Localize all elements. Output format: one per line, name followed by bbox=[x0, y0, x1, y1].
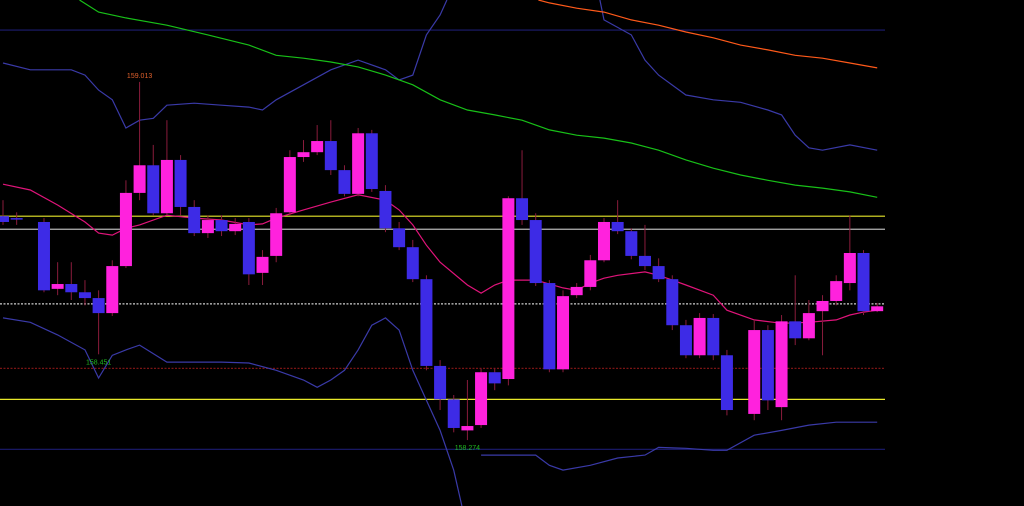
candle-body bbox=[352, 133, 365, 194]
candle-body bbox=[447, 399, 460, 428]
candle-body bbox=[393, 228, 406, 248]
candle-body bbox=[666, 279, 679, 326]
candle-body bbox=[830, 281, 843, 301]
candle-body bbox=[229, 223, 242, 232]
candle-body bbox=[379, 190, 392, 229]
candle-body bbox=[843, 253, 856, 284]
indicator-line bbox=[2, 317, 878, 506]
candle-body bbox=[502, 198, 515, 380]
candle-body bbox=[65, 284, 78, 293]
candle-body bbox=[707, 317, 720, 356]
candle-body bbox=[871, 306, 884, 312]
candle-body bbox=[338, 170, 351, 194]
candle-body bbox=[420, 279, 433, 366]
candle-body bbox=[215, 220, 228, 232]
candle-body bbox=[625, 231, 638, 256]
indicator-line bbox=[2, 0, 878, 151]
candle-body bbox=[242, 221, 255, 275]
candle-body bbox=[584, 260, 597, 287]
candle-body bbox=[10, 218, 23, 220]
candle-body bbox=[283, 157, 296, 213]
candle-body bbox=[789, 321, 802, 339]
price-annotation: 158.274 bbox=[455, 445, 480, 452]
candle-body bbox=[78, 292, 91, 299]
candle-body bbox=[434, 365, 447, 400]
price-annotation: 158.451 bbox=[86, 359, 111, 366]
candle-body bbox=[597, 221, 610, 261]
candle-body bbox=[0, 216, 10, 222]
candle-body bbox=[816, 300, 829, 312]
indicator-line bbox=[2, 183, 878, 324]
candle-body bbox=[611, 221, 624, 232]
candle-body bbox=[51, 284, 64, 289]
candle-body bbox=[638, 255, 651, 267]
candle-body bbox=[802, 313, 815, 339]
candle-body bbox=[106, 266, 119, 314]
candle-body bbox=[311, 141, 324, 153]
indicator-line bbox=[538, 0, 878, 69]
candle-body bbox=[488, 372, 501, 384]
candle-body bbox=[174, 159, 187, 207]
candle-body bbox=[297, 152, 310, 158]
candle-body bbox=[679, 325, 692, 356]
candle-body bbox=[529, 220, 542, 284]
candle-body bbox=[557, 296, 570, 370]
price-annotation: 159.013 bbox=[127, 73, 152, 80]
candle-body bbox=[188, 206, 201, 234]
candle-body bbox=[857, 253, 870, 312]
candle-body bbox=[365, 133, 378, 190]
candle-body bbox=[37, 221, 50, 291]
candle-body bbox=[256, 256, 269, 273]
candle-body bbox=[543, 283, 556, 370]
candle-body bbox=[160, 159, 173, 214]
candle-body bbox=[201, 220, 214, 234]
candle-body bbox=[270, 213, 283, 256]
candle-body bbox=[748, 330, 761, 414]
candle-body bbox=[119, 192, 132, 267]
candle-body bbox=[92, 298, 105, 314]
candle-body bbox=[516, 198, 529, 221]
candle-body bbox=[652, 266, 665, 280]
candle-body bbox=[133, 165, 146, 193]
candle-body bbox=[475, 372, 488, 426]
candle-body bbox=[720, 355, 733, 411]
candle-body bbox=[324, 141, 337, 171]
candle-body bbox=[570, 286, 583, 296]
candle-body bbox=[461, 426, 474, 431]
candle-body bbox=[775, 321, 788, 408]
candle-body bbox=[761, 330, 774, 401]
candle-body bbox=[147, 165, 160, 214]
candle-body bbox=[693, 317, 706, 356]
candle-body bbox=[406, 247, 419, 280]
indicator-line bbox=[79, 0, 878, 198]
